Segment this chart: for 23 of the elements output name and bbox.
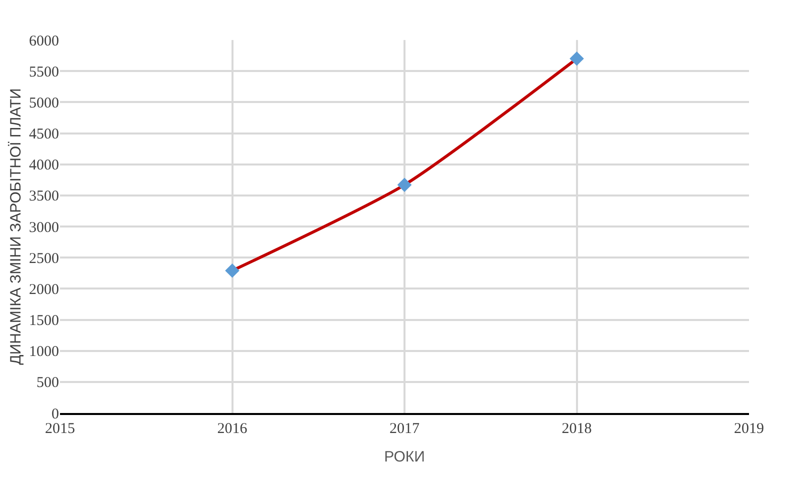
y-tick-label: 6000: [29, 33, 59, 50]
y-tick-label: 3000: [29, 220, 59, 236]
y-tick-label: 0: [52, 406, 59, 422]
x-tick-label: 2016: [217, 421, 248, 437]
y-tick-label: 2000: [29, 282, 59, 298]
y-axis-title: ДИНАМІКА ЗМІНИ ЗАРОБІТНОЇ ПЛАТИ: [7, 88, 24, 365]
x-tick-label: 2018: [562, 421, 592, 437]
y-tick-label: 5000: [29, 95, 59, 112]
point: [225, 263, 240, 278]
point: [570, 52, 584, 66]
y-tick-label: 5500: [29, 64, 59, 80]
y-tick-label: 4500: [29, 126, 59, 142]
y-tick-label: 1000: [29, 344, 59, 360]
x-tick-label: 2015: [45, 421, 75, 437]
y-tick-label: 1500: [29, 313, 59, 329]
y-tick-label: 4000: [29, 158, 59, 174]
x-axis-title: РОКИ: [384, 448, 425, 466]
x-tick-label: 2017: [390, 421, 420, 437]
point: [397, 178, 412, 192]
y-tick-label: 3500: [29, 188, 59, 205]
y-tick-label: 500: [36, 375, 59, 392]
x-tick-label: 2019: [734, 421, 764, 437]
y-tick-label: 2500: [29, 250, 59, 267]
